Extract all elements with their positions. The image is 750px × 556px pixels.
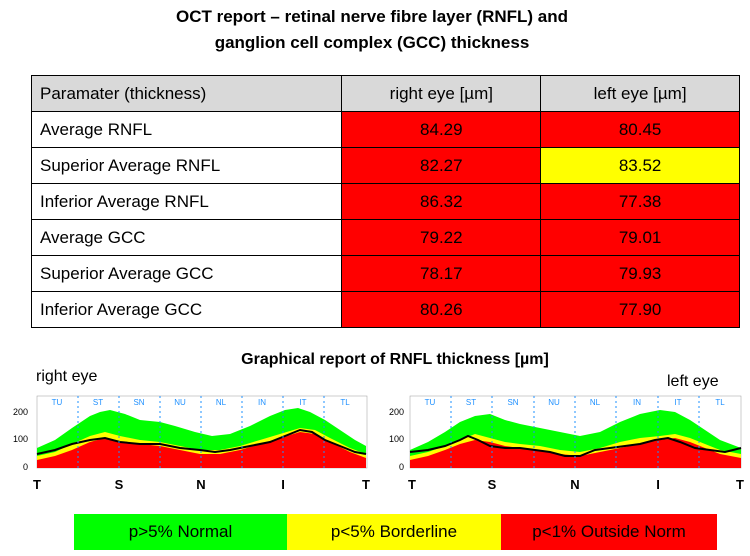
header-left-eye: left eye [µm] (540, 75, 740, 112)
left-x-label: I (656, 477, 660, 492)
left-x-label: N (570, 477, 579, 492)
left-eye-value: 79.93 (540, 255, 740, 292)
left-sector-label: NU (548, 398, 560, 407)
left-y-tick: 200 (389, 407, 404, 417)
table-row: Average GCC 79.22 79.01 (30, 219, 740, 256)
right-sector-label: IT (299, 398, 306, 407)
right-eye-label: right eye (36, 368, 98, 385)
left-sector-label: IN (633, 398, 641, 407)
row-name: Average RNFL (30, 111, 343, 148)
right-measured-line (36, 428, 367, 455)
left-sector-label: TU (425, 398, 436, 407)
left-eye-value: 80.45 (540, 111, 740, 148)
row-name: Average GCC (30, 219, 343, 256)
header-right-eye: right eye [µm] (341, 75, 542, 112)
graph-title: Graphical report of RNFL thickness [µm] (241, 351, 549, 368)
right-eye-value: 84.29 (341, 111, 542, 148)
right-sector-label: NU (174, 398, 186, 407)
legend-borderline: p<5% Borderline (287, 514, 501, 550)
right-x-label: N (196, 477, 205, 492)
left-eye-value: 79.01 (540, 219, 740, 256)
table-row: Average RNFL 84.29 80.45 (30, 111, 740, 148)
left-eye-value: 83.52 (540, 147, 740, 184)
left-y-tick: 100 (389, 434, 404, 444)
legend-outside-norm: p<1% Outside Norm (501, 514, 717, 550)
right-y-tick: 200 (13, 407, 28, 417)
left-x-label: T (408, 477, 416, 492)
left-sector-label: SN (507, 398, 518, 407)
right-red-band (37, 432, 366, 468)
report-title: OCT report – retinal nerve fibre layer (… (0, 4, 750, 56)
right-eye-value: 86.32 (341, 183, 542, 220)
right-sector-label: ST (93, 398, 103, 407)
left-x-label: T (736, 477, 744, 492)
row-name: Superior Average GCC (30, 255, 343, 292)
table-row: Superior Average GCC 78.17 79.93 (30, 255, 740, 292)
left-eye-plot: TU ST SN NU NL IN IT TL 200 100 0 T S N … (389, 395, 744, 492)
right-sector-label: TU (52, 398, 63, 407)
left-y-tick: 0 (399, 462, 404, 472)
row-name: Superior Average RNFL (30, 147, 343, 184)
left-eye-label: left eye (667, 373, 719, 390)
left-sector-label: NL (590, 398, 601, 407)
legend: p>5% Normal p<5% Borderline p<1% Outside… (74, 514, 717, 550)
left-eye-value: 77.38 (540, 183, 740, 220)
table-row: Superior Average RNFL 82.27 83.52 (30, 147, 740, 184)
right-sector-dividers (77, 396, 325, 468)
right-eye-plot: TU ST SN NU NL IN IT TL 200 100 0 T S N … (13, 395, 370, 492)
table-header-row: Paramater (thickness) right eye [µm] lef… (30, 75, 740, 112)
right-eye-value: 79.22 (341, 219, 542, 256)
right-x-label: T (362, 477, 370, 492)
right-y-tick: 100 (13, 434, 28, 444)
right-sector-label: NL (216, 398, 227, 407)
right-x-label: T (33, 477, 41, 492)
right-sector-label: SN (133, 398, 144, 407)
right-y-tick: 0 (23, 462, 28, 472)
rnfl-graph: TU ST SN NU NL IN IT TL 200 100 0 T S N … (13, 395, 744, 492)
right-x-label: S (115, 477, 124, 492)
left-sector-label: TL (715, 398, 725, 407)
right-x-label: I (281, 477, 285, 492)
row-name: Inferior Average RNFL (30, 183, 343, 220)
left-measured-line (409, 434, 742, 457)
right-sector-label: IN (258, 398, 266, 407)
legend-normal: p>5% Normal (74, 514, 287, 550)
report-title-line-2: ganglion cell complex (GCC) thickness (214, 33, 530, 52)
table-row: Inferior Average GCC 80.26 77.90 (30, 291, 740, 328)
left-sector-label: IT (674, 398, 681, 407)
report-title-line-1: OCT report – retinal nerve fibre layer (… (175, 7, 569, 26)
row-name: Inferior Average GCC (30, 291, 343, 328)
table-row: Inferior Average RNFL 86.32 77.38 (30, 183, 740, 220)
left-sector-label: ST (466, 398, 476, 407)
left-sector-dividers (450, 396, 700, 468)
right-eye-value: 80.26 (341, 291, 542, 328)
left-eye-value: 77.90 (540, 291, 740, 328)
header-parameter: Paramater (thickness) (30, 75, 343, 112)
thickness-table: Paramater (thickness) right eye [µm] lef… (30, 75, 740, 328)
right-eye-value: 82.27 (341, 147, 542, 184)
left-x-label: S (488, 477, 497, 492)
right-eye-value: 78.17 (341, 255, 542, 292)
right-sector-label: TL (340, 398, 350, 407)
